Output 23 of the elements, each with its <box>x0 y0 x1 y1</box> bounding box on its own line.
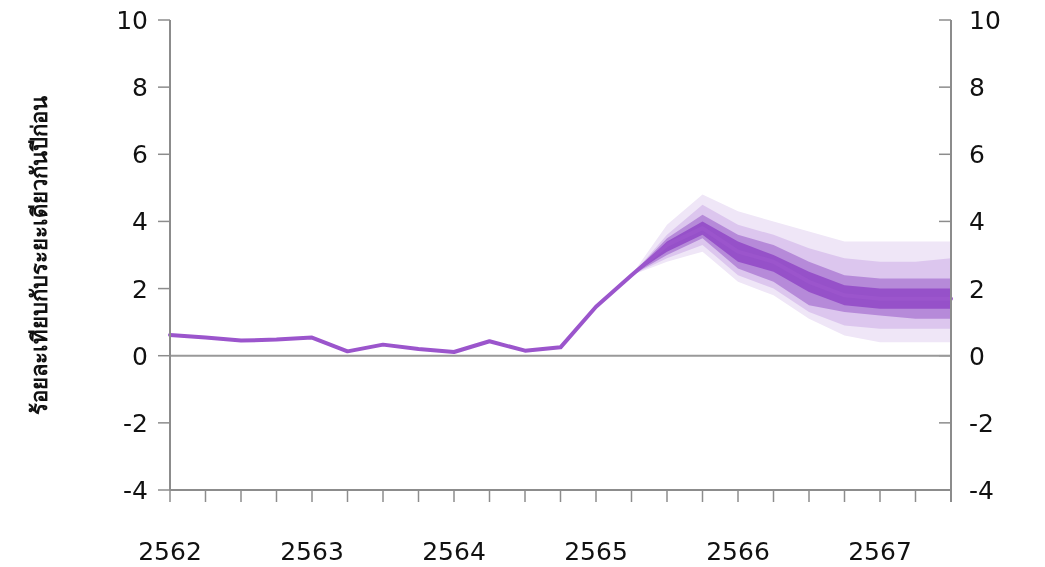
y2-tick-label: 10 <box>969 6 1001 35</box>
y-tick-label: 6 <box>132 140 148 170</box>
y-tick-label: 10 <box>116 6 148 35</box>
y-tick-label: -2 <box>123 408 148 438</box>
y-tick-label: 8 <box>132 73 148 103</box>
y-tick-label: -4 <box>123 476 148 505</box>
y-axis-title: ร้อยละเทียบกับระยะเดียวกันปีก่อน <box>27 95 52 415</box>
x-tick-label: 2562 <box>138 537 202 566</box>
y-tick-label: 0 <box>132 341 148 371</box>
y-tick-label: 4 <box>132 207 148 237</box>
y2-tick-label: 0 <box>969 341 985 371</box>
x-tick-label: 2564 <box>422 537 486 566</box>
x-tick-label: 2566 <box>706 537 770 566</box>
y2-tick-label: -2 <box>969 408 994 438</box>
y2-tick-label: 6 <box>969 140 985 170</box>
y2-tick-label: 2 <box>969 274 985 304</box>
x-tick-label: 2567 <box>848 537 912 566</box>
y-tick-label: 2 <box>132 274 148 304</box>
y2-tick-label: -4 <box>969 476 994 505</box>
y2-tick-label: 8 <box>969 73 985 103</box>
x-tick-label: 2563 <box>280 537 344 566</box>
y2-tick-label: 4 <box>969 207 985 237</box>
x-tick-label: 2565 <box>564 537 628 566</box>
